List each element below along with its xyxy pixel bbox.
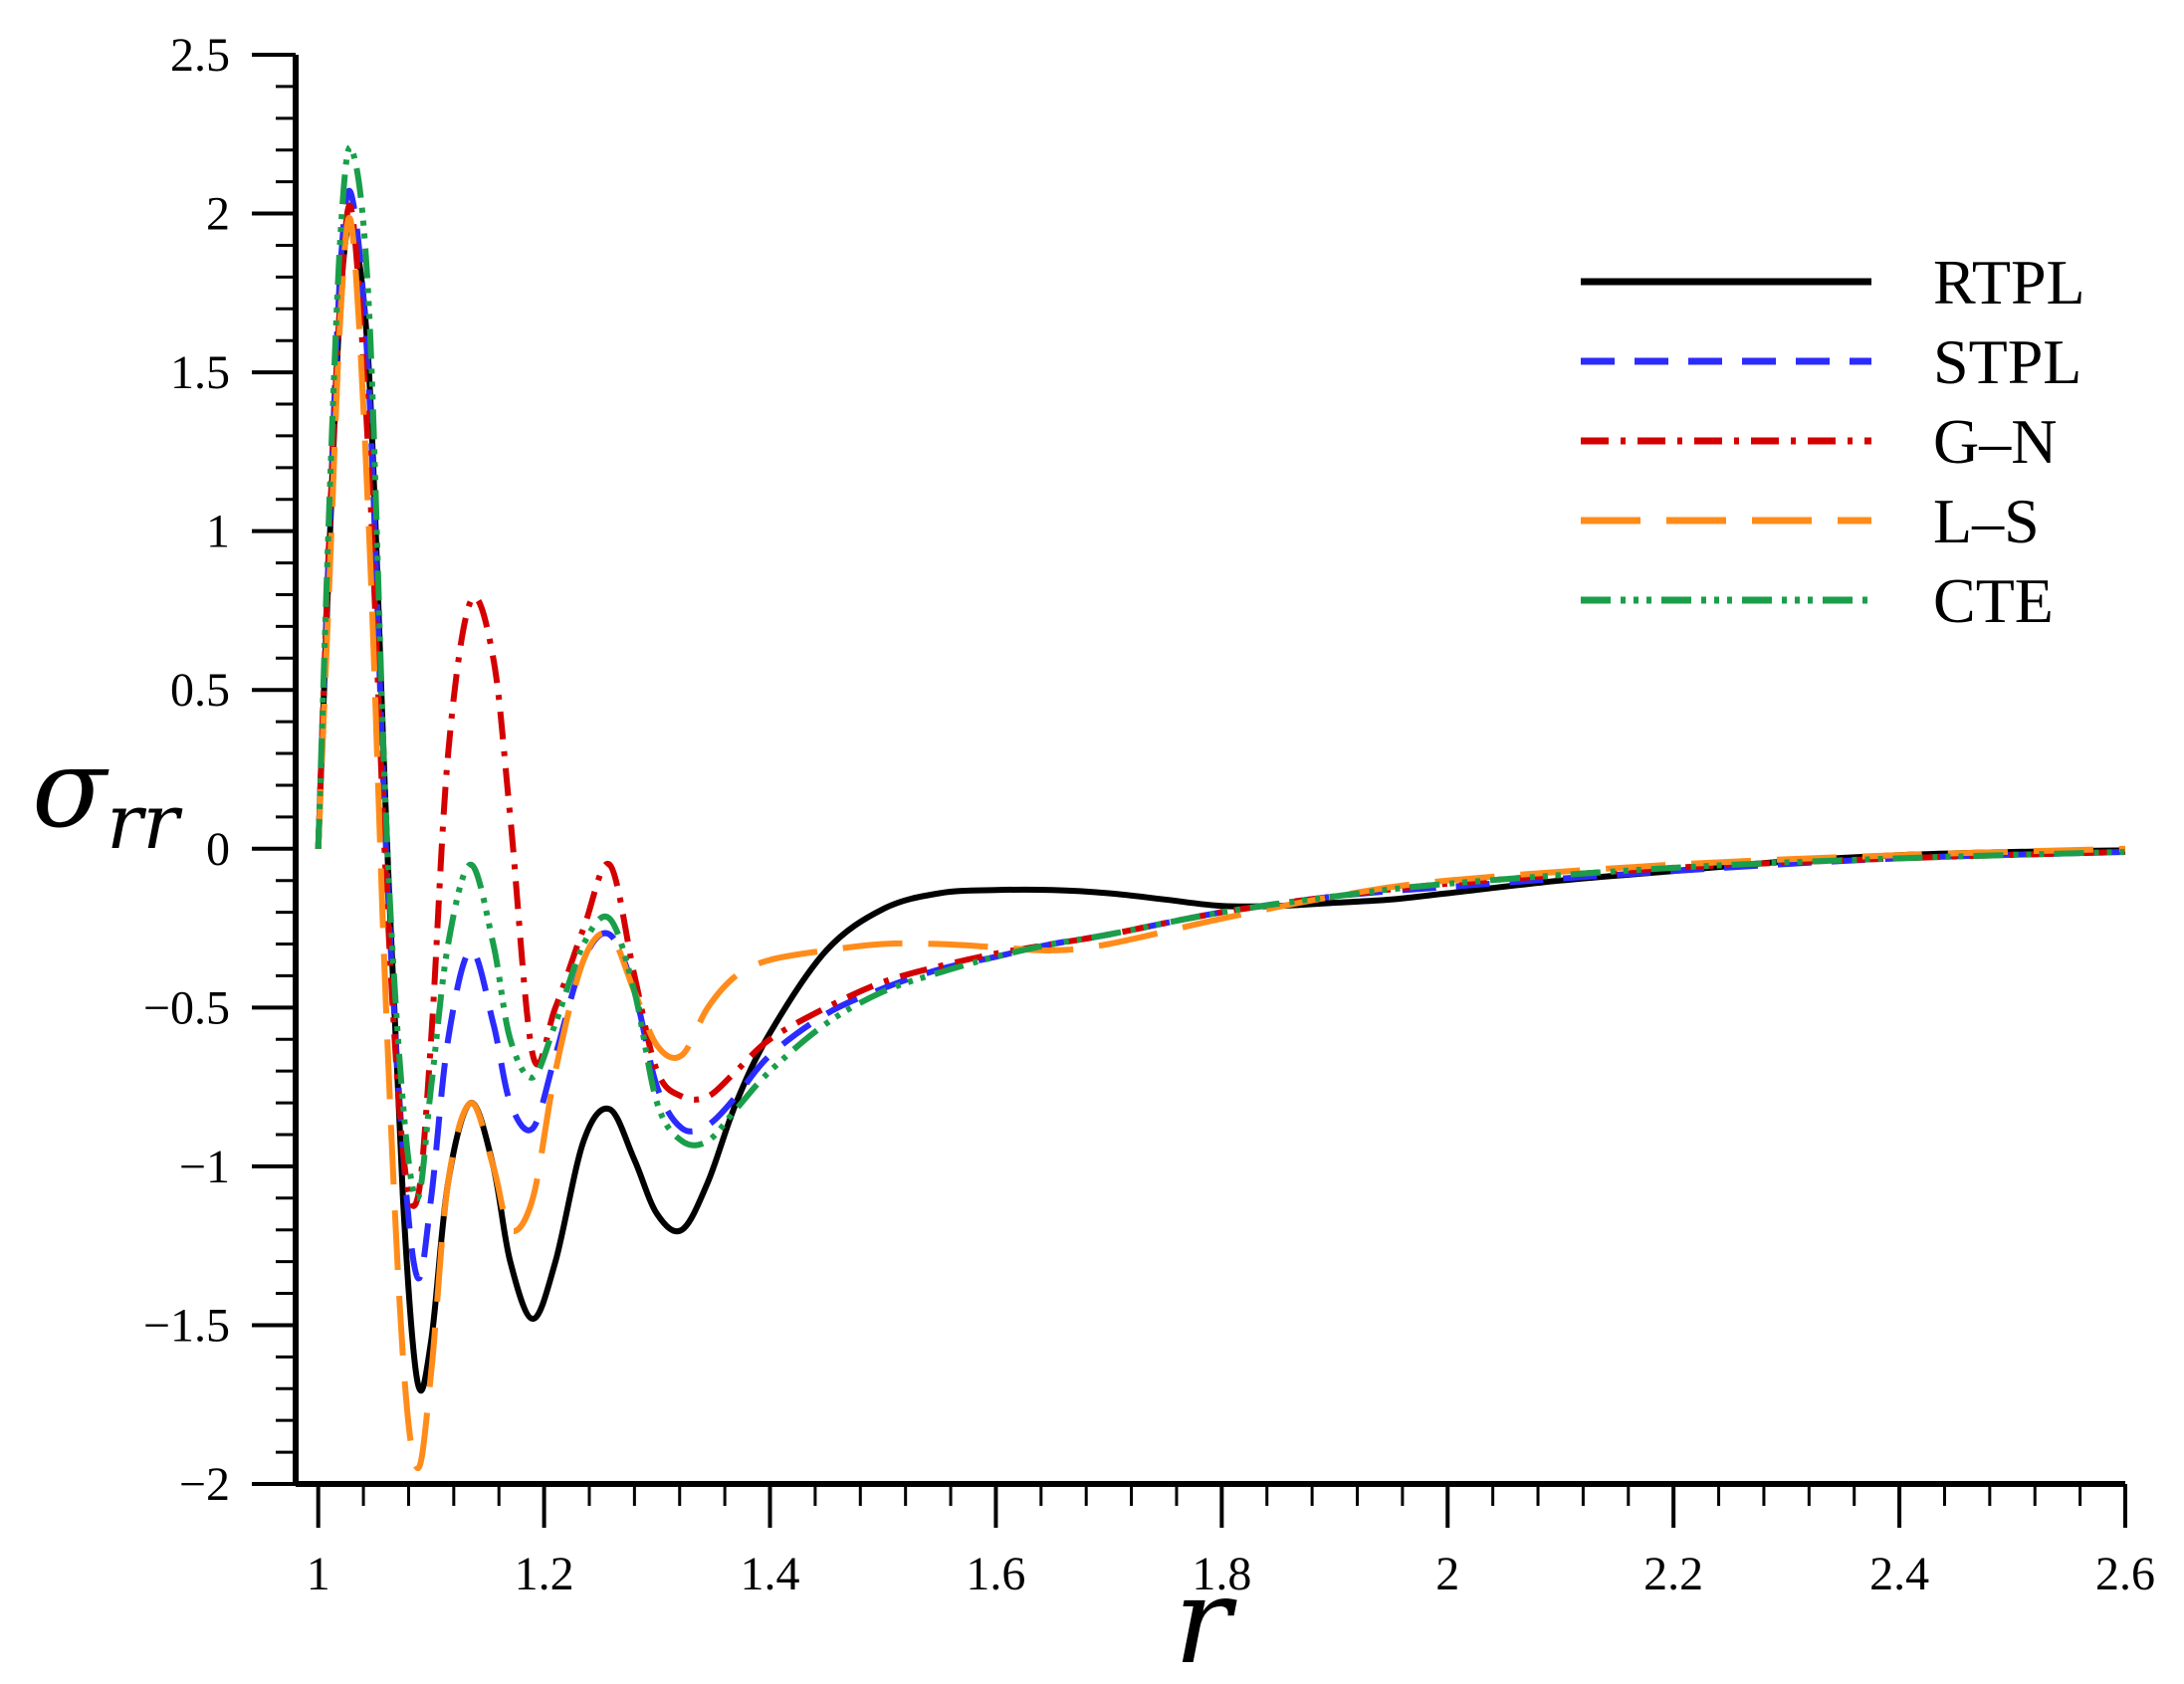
series-line-g-n — [315, 202, 2126, 1209]
y-tick-label: −1.5 — [143, 1299, 230, 1352]
series-line-l-s — [315, 214, 2126, 1472]
axes — [293, 55, 2125, 1487]
y-tick-label: 1.5 — [170, 346, 230, 399]
x-tick-label: 1 — [307, 1548, 330, 1600]
y-tick-label: −1 — [179, 1141, 230, 1193]
x-tick-label: 1.8 — [1192, 1548, 1251, 1600]
x-tick-label: 2 — [1435, 1548, 1459, 1600]
legend: RTPL STPL G–N L–S CTE — [1581, 247, 2085, 636]
x-tick-label: 2.4 — [1869, 1548, 1929, 1600]
tick-labels: −2 −1.5 −1 −0.5 0 0.5 1 1.5 2 2.5 1 1.2 1.4 1.6 1.8 2 2.… — [143, 29, 2155, 1600]
legend-label-l-s: L–S — [1933, 486, 2040, 556]
y-tick-label: 0.5 — [170, 664, 230, 717]
series-line-rtpl — [315, 222, 2126, 1393]
x-tick-label: 1.4 — [741, 1548, 800, 1600]
series-lines — [315, 144, 2126, 1472]
x-tick-label: 2.6 — [2095, 1548, 2155, 1600]
legend-label-stpl: STPL — [1933, 326, 2081, 397]
x-tick-label: 1.2 — [515, 1548, 574, 1600]
legend-label-rtpl: RTPL — [1933, 247, 2085, 317]
series-line-cte — [315, 144, 2126, 1201]
y-tick-label: 1 — [206, 506, 230, 558]
y-tick-label: 2 — [206, 188, 230, 241]
y-axis-title: σrr — [32, 725, 183, 866]
legend-label-g-n: G–N — [1933, 406, 2057, 477]
y-tick-label: −0.5 — [143, 981, 230, 1034]
y-tick-label: 2.5 — [170, 29, 230, 82]
y-tick-label: −2 — [179, 1458, 230, 1511]
x-tick-label: 2.2 — [1643, 1548, 1703, 1600]
axis-ticks — [252, 53, 2127, 1528]
x-tick-label: 1.6 — [966, 1548, 1025, 1600]
legend-label-cte: CTE — [1933, 565, 2054, 636]
x-axis-title: r — [1174, 1553, 1237, 1684]
y-tick-label: 0 — [206, 823, 230, 876]
series-line-stpl — [315, 187, 2126, 1282]
